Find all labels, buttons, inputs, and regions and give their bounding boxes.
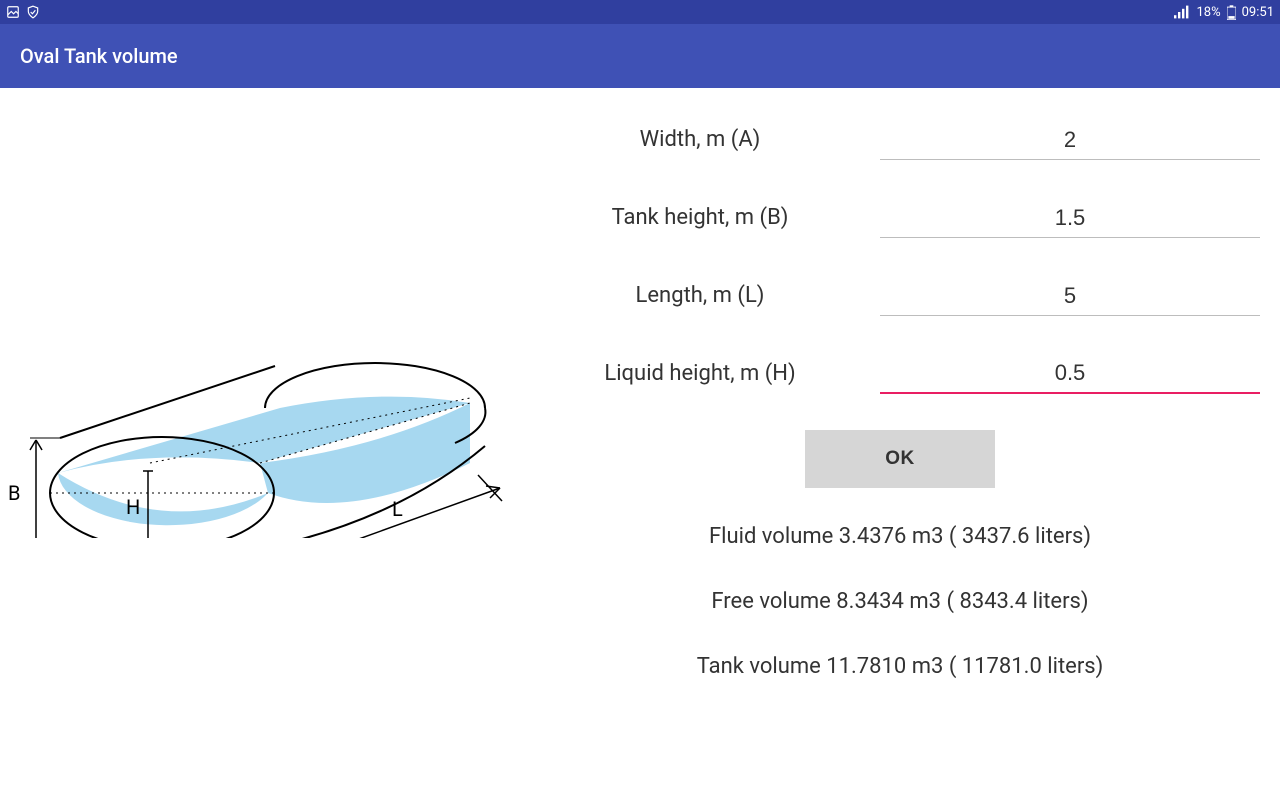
signal-icon bbox=[1174, 5, 1190, 19]
diagram-label-h: H bbox=[126, 495, 140, 519]
label-tank-height: Tank height, m (B) bbox=[520, 205, 880, 230]
result-free-volume: Free volume 8.3434 m3 ( 8343.4 liters) bbox=[520, 569, 1280, 634]
form-pane: Width, m (A) Tank height, m (B) Length, … bbox=[520, 88, 1280, 800]
row-tank-height: Tank height, m (B) bbox=[520, 178, 1280, 256]
result-tank-volume: Tank volume 11.7810 m3 ( 11781.0 liters) bbox=[520, 634, 1280, 699]
status-bar: 18% 09:51 bbox=[0, 0, 1280, 24]
content: H L B A bbox=[0, 88, 1280, 800]
diagram-label-b: B bbox=[8, 481, 20, 505]
image-icon bbox=[6, 5, 20, 19]
battery-percent: 18% bbox=[1196, 5, 1220, 20]
label-length: Length, m (L) bbox=[520, 283, 880, 308]
ok-button[interactable]: OK bbox=[805, 430, 995, 488]
input-liquid-height[interactable] bbox=[880, 352, 1260, 394]
input-length[interactable] bbox=[880, 275, 1260, 316]
tank-diagram: H L B A bbox=[0, 278, 520, 542]
row-width: Width, m (A) bbox=[520, 100, 1280, 178]
app-title: Oval Tank volume bbox=[20, 44, 178, 68]
diagram-pane: H L B A bbox=[0, 88, 520, 800]
diagram-label-l: L bbox=[392, 497, 403, 521]
label-width: Width, m (A) bbox=[520, 127, 880, 152]
input-tank-height[interactable] bbox=[880, 197, 1260, 238]
app-bar: Oval Tank volume bbox=[0, 24, 1280, 88]
input-width[interactable] bbox=[880, 119, 1260, 160]
battery-icon bbox=[1227, 5, 1236, 20]
shield-icon bbox=[26, 5, 40, 19]
label-liquid-height: Liquid height, m (H) bbox=[520, 361, 880, 386]
result-fluid-volume: Fluid volume 3.4376 m3 ( 3437.6 liters) bbox=[520, 504, 1280, 569]
row-length: Length, m (L) bbox=[520, 256, 1280, 334]
row-liquid-height: Liquid height, m (H) bbox=[520, 334, 1280, 412]
status-clock: 09:51 bbox=[1242, 5, 1274, 20]
